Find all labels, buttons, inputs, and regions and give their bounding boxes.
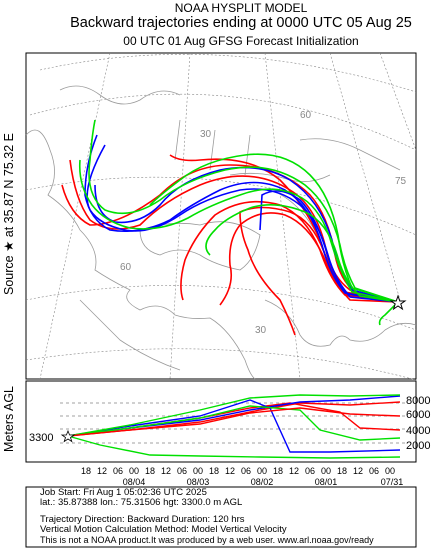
hour-6: 06 — [177, 466, 187, 476]
trajectory-title: Backward trajectories ending at 0000 UTC… — [70, 15, 412, 31]
hour-4: 18 — [145, 466, 155, 476]
trajectory-red-2 — [180, 200, 399, 303]
map-graticule — [25, 52, 417, 381]
hour-5: 12 — [161, 466, 171, 476]
height-tick-8000: 8000 — [406, 395, 430, 407]
date-0802: 08/02 — [251, 477, 274, 487]
disclaimer-text: This is not a NOAA product.It was produc… — [40, 535, 374, 545]
height-tick-2000: 2000 — [406, 440, 430, 452]
hour-7: 00 — [193, 466, 203, 476]
height-profiles — [67, 394, 401, 459]
time-date-labels: 08/04 08/03 08/02 08/01 07/31 — [123, 477, 404, 487]
hour-17: 12 — [353, 466, 363, 476]
hour-2: 06 — [113, 466, 123, 476]
height-profile-blue-1 — [67, 399, 401, 453]
trajectory-green-3 — [205, 204, 399, 303]
hour-16: 18 — [337, 466, 347, 476]
hour-0: 18 — [81, 466, 91, 476]
map-coastlines — [25, 85, 417, 380]
grid-label-75: 75 — [395, 176, 407, 187]
model-title: NOAA HYSPLIT MODEL — [174, 1, 308, 15]
hour-19: 00 — [385, 466, 395, 476]
date-0803: 08/03 — [187, 477, 210, 487]
height-profile-green-3 — [67, 405, 401, 441]
trajectory-green-4 — [149, 153, 399, 303]
hour-9: 12 — [225, 466, 235, 476]
job-start-text: Job Start: Fri Aug 1 05:02:36 UTC 2025 — [40, 487, 207, 498]
date-0731: 07/31 — [381, 477, 404, 487]
time-hour-labels: 18 12 06 00 18 12 06 00 18 12 06 00 18 1… — [81, 466, 395, 476]
height-profile-red-3 — [67, 407, 401, 437]
height-profile-green-1 — [67, 435, 401, 459]
footer-panel — [25, 486, 417, 548]
start-height-label: 3300 — [29, 432, 53, 444]
hour-8: 18 — [209, 466, 219, 476]
trajectories — [61, 119, 399, 336]
source-label: Source ★ at 35.87 N 75.32 E — [2, 133, 16, 295]
direction-text: Trajectory Direction: Backward Duration:… — [40, 514, 245, 525]
hour-14: 06 — [305, 466, 315, 476]
map-panel — [25, 52, 417, 380]
height-panel — [25, 380, 417, 463]
grid-label-30-upper: 30 — [200, 129, 212, 140]
trajectory-blue-4 — [259, 190, 399, 303]
hour-15: 00 — [321, 466, 331, 476]
forecast-subtitle: 00 UTC 01 Aug GFSG Forecast Initializati… — [123, 34, 359, 48]
hour-18: 06 — [369, 466, 379, 476]
trajectory-green-5 — [378, 301, 399, 326]
grid-label-30-lower: 30 — [255, 325, 267, 336]
date-0801: 08/01 — [315, 477, 338, 487]
hour-13: 12 — [289, 466, 299, 476]
location-text: lat.: 35.87388 lon.: 75.31506 hgt: 3300.… — [40, 497, 243, 508]
grid-label-60-top: 60 — [300, 110, 312, 121]
date-0804: 08/04 — [123, 477, 146, 487]
hour-12: 18 — [273, 466, 283, 476]
trajectory-red-3 — [219, 212, 399, 306]
vertical-method-text: Vertical Motion Calculation Method: Mode… — [40, 524, 287, 535]
height-tick-4000: 4000 — [406, 425, 430, 437]
height-profile-green-2 — [67, 394, 401, 437]
hour-1: 12 — [97, 466, 107, 476]
hour-10: 06 — [241, 466, 251, 476]
height-axis-label: Meters AGL — [2, 386, 16, 452]
grid-label-60-left: 60 — [120, 262, 132, 273]
hour-11: 00 — [257, 466, 267, 476]
source-star-icon — [389, 294, 407, 311]
height-source-star-icon — [60, 429, 76, 443]
hour-3: 00 — [129, 466, 139, 476]
trajectory-green-2 — [78, 159, 399, 303]
height-tick-6000: 6000 — [406, 409, 430, 421]
